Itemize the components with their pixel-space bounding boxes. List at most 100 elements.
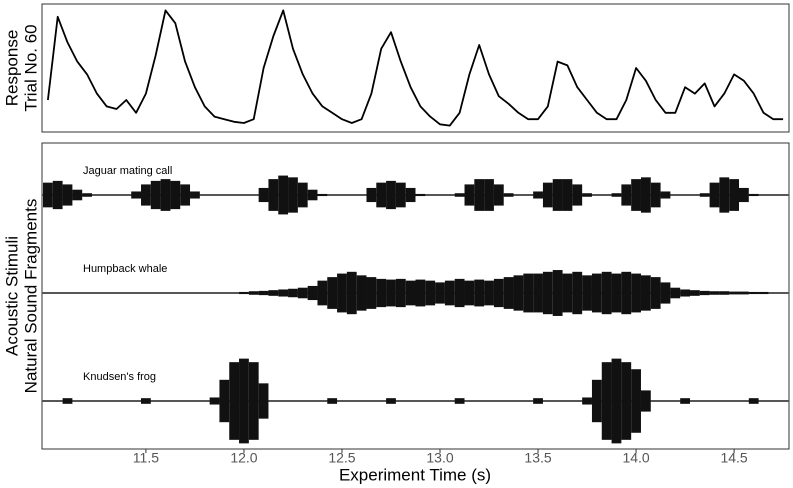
waveform-envelope [768,194,779,196]
waveform-envelope [131,400,142,402]
waveform-envelope [170,400,181,402]
waveform-envelope [768,292,779,294]
waveform-envelope [268,290,279,296]
waveform-envelope [621,184,632,206]
waveform-envelope [386,279,396,307]
waveform-envelope [356,194,367,196]
x-tick-label: 13.5 [524,450,551,466]
waveform-envelope [376,278,387,308]
waveform-envelope [356,400,367,402]
waveform-envelope [729,291,740,295]
waveform-envelope [111,292,122,294]
waveform-envelope [719,291,730,295]
waveform-envelope [670,400,681,402]
waveform-envelope [464,184,475,206]
waveform-envelope [670,194,681,196]
waveform-envelope [758,291,769,295]
waveform-envelope [415,279,426,307]
waveform-envelope [337,273,347,313]
waveform-envelope [415,193,426,197]
waveform-envelope [513,194,524,196]
waveform-envelope [160,400,171,402]
waveform-envelope [503,400,514,402]
waveform-envelope [729,400,740,402]
waveform-envelope [739,187,749,203]
waveform-envelope [552,179,563,211]
waveform-envelope [229,292,240,294]
waveform-envelope [199,400,210,402]
waveform-envelope [493,184,504,206]
waveform-envelope [209,397,220,405]
waveform-envelope [719,177,730,213]
waveform-envelope [91,400,102,402]
waveform-envelope [258,383,269,419]
waveform-envelope [239,291,249,295]
waveform-envelope [542,271,553,315]
waveform-envelope [582,275,592,311]
waveform-envelope [552,270,563,316]
x-tick-label: 11.5 [133,450,159,466]
waveform-envelope [219,379,230,423]
x-axis-label: Experiment Time (s) [339,465,491,484]
waveform-envelope [72,292,83,294]
waveform-envelope [111,400,122,402]
waveform-envelope [150,400,161,402]
waveform-envelope [660,282,671,304]
waveform-envelope [356,275,367,311]
waveform-envelope [42,182,53,208]
y-axis-label: Response [2,30,21,107]
x-tick-label: 12.5 [328,450,355,466]
waveform-envelope [739,291,749,295]
waveform-envelope [180,400,191,402]
waveform-envelope [601,362,612,440]
waveform-envelope [523,400,534,402]
waveform-envelope [493,400,504,402]
y-axis-label: Natural Sound Fragments [21,199,40,394]
waveform-envelope [366,400,377,402]
waveform-envelope [42,292,53,294]
waveform-envelope [631,179,641,211]
waveform-envelope [660,191,671,199]
waveform-envelope [435,194,445,196]
waveform-envelope [366,187,377,203]
waveform-envelope [395,278,406,308]
waveform-envelope [131,191,142,199]
waveform-envelope [248,194,259,196]
waveform-envelope [317,400,328,402]
waveform-envelope [484,400,494,402]
waveform-envelope [288,400,298,402]
waveform-envelope [778,400,789,402]
waveform-envelope [278,289,289,297]
waveform-envelope [640,177,651,213]
waveform-envelope [258,187,269,203]
waveform-envelope [199,292,210,294]
waveform-envelope [689,194,700,196]
waveform-envelope [131,292,142,294]
response-line [47,9,784,127]
waveform-envelope [346,194,357,196]
waveform-envelope [278,400,289,402]
y-axis-label: Trial No. 60 [21,24,40,111]
waveform-envelope [454,278,465,308]
waveform-envelope [709,291,720,295]
x-tick-label: 14.0 [622,450,649,466]
waveform-envelope [435,282,445,304]
waveform-envelope [288,288,298,298]
waveform-envelope [572,184,583,206]
waveform-envelope [62,184,73,206]
waveform-envelope [150,180,161,210]
waveform-envelope [611,193,622,197]
waveform-envelope [444,194,455,196]
y-axis-label: Acoustic Stimuli [2,236,21,356]
waveform-envelope [611,358,622,444]
x-tick-label: 13.0 [426,450,453,466]
waveform-envelope [533,273,543,313]
waveform-envelope [513,275,524,311]
waveform-envelope [327,398,338,404]
waveform-envelope [366,277,377,309]
waveform-envelope [52,400,63,402]
waveform-envelope [141,292,151,294]
waveform-envelope [650,400,661,402]
waveform-envelope [454,398,465,404]
